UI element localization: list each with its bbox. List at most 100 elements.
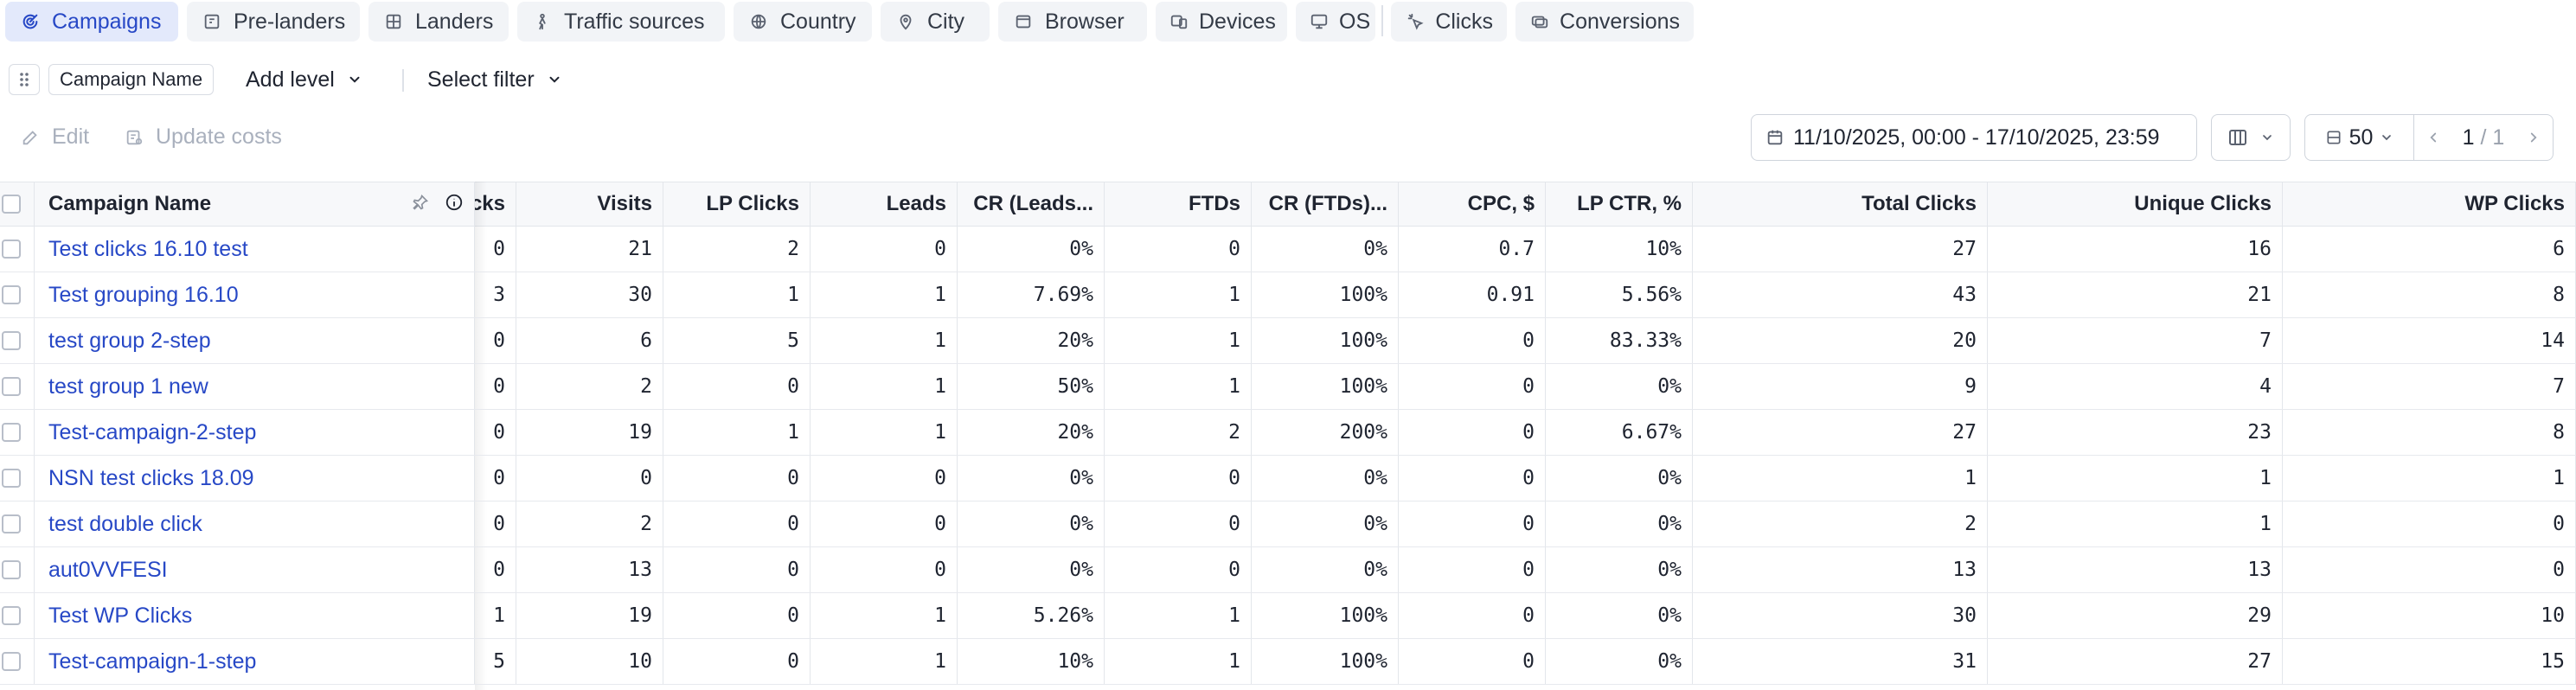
- campaign-name-link[interactable]: Test WP Clicks: [35, 593, 475, 638]
- tab-pre-landers[interactable]: Pre-landers: [187, 2, 360, 42]
- tab-conversions[interactable]: Conversions: [1515, 2, 1694, 42]
- select-all-cell[interactable]: [0, 182, 35, 226]
- campaign-name-link[interactable]: Test clicks 16.10 test: [35, 227, 475, 272]
- column-header-lp-clicks[interactable]: LP Clicks: [663, 182, 811, 226]
- chevron-right-icon[interactable]: [2526, 130, 2541, 145]
- tab-os[interactable]: OS: [1296, 2, 1375, 42]
- row-select-cell[interactable]: [0, 318, 35, 363]
- tab-city[interactable]: City: [881, 2, 990, 42]
- clicks-icon: [1405, 10, 1425, 33]
- column-header-ftds[interactable]: FTDs: [1105, 182, 1252, 226]
- column-header-visits[interactable]: Visits: [516, 182, 663, 226]
- cell-cr-ftds: 0%: [1252, 456, 1399, 501]
- cell-wp-clicks: 8: [2283, 272, 2576, 317]
- row-select-cell[interactable]: [0, 364, 35, 409]
- column-header-leads[interactable]: Leads: [811, 182, 958, 226]
- browser-icon: [1012, 10, 1035, 33]
- tab-country[interactable]: Country: [734, 2, 872, 42]
- row-select-cell[interactable]: [0, 410, 35, 455]
- select-all-checkbox[interactable]: [1, 195, 21, 214]
- tab-landers[interactable]: Landers: [368, 2, 509, 42]
- pin-icon[interactable]: [412, 194, 429, 211]
- column-header-cpc[interactable]: CPC, $: [1399, 182, 1546, 226]
- grouping-bar: Campaign Name Add level Select filter: [0, 57, 2576, 102]
- cell-lp-clicks: 2: [663, 227, 811, 272]
- cell-lp-clicks: 0: [663, 639, 811, 684]
- campaign-name-link[interactable]: aut0VVFESI: [35, 547, 475, 592]
- row-checkbox[interactable]: [1, 469, 21, 488]
- cell-lp-clicks: 0: [663, 456, 811, 501]
- row-select-cell[interactable]: [0, 639, 35, 684]
- pagination: 50 1 / 1: [2304, 114, 2554, 161]
- campaign-name-link[interactable]: test group 2-step: [35, 318, 475, 363]
- cell-cr-ftds: 0%: [1252, 547, 1399, 592]
- add-level-dropdown[interactable]: Add level: [246, 64, 362, 95]
- cell-ftds: 0: [1105, 547, 1252, 592]
- report-tabs: Campaigns Pre-landers Landers Traffic so…: [0, 0, 2576, 45]
- row-select-cell[interactable]: [0, 593, 35, 638]
- globe-icon: [747, 10, 770, 33]
- row-select-cell[interactable]: [0, 502, 35, 546]
- campaign-name-link[interactable]: test group 1 new: [35, 364, 475, 409]
- total-pages: 1: [2492, 125, 2505, 150]
- drag-handle-icon[interactable]: [9, 64, 40, 95]
- campaign-name-link[interactable]: Test-campaign-1-step: [35, 639, 475, 684]
- cell-cks: 0: [475, 364, 516, 409]
- cell-wp-clicks: 14: [2283, 318, 2576, 363]
- row-checkbox[interactable]: [1, 514, 21, 533]
- page-size-select[interactable]: 50: [2305, 115, 2414, 160]
- row-checkbox[interactable]: [1, 240, 21, 259]
- date-range-picker[interactable]: 11/10/2025, 00:00 - 17/10/2025, 23:59: [1751, 114, 2197, 161]
- column-header-cr-leads[interactable]: CR (Leads...: [958, 182, 1105, 226]
- row-select-cell[interactable]: [0, 547, 35, 592]
- row-select-cell[interactable]: [0, 456, 35, 501]
- cell-cr-leads: 7.69%: [958, 272, 1105, 317]
- cell-lp-ctr: 0%: [1546, 502, 1693, 546]
- grouping-level-chip[interactable]: Campaign Name: [48, 64, 215, 95]
- column-header-wp-clicks[interactable]: WP Clicks: [2283, 182, 2576, 226]
- cell-cks: 3: [475, 272, 516, 317]
- tab-traffic-sources[interactable]: Traffic sources: [517, 2, 725, 42]
- column-header-unique-clicks[interactable]: Unique Clicks: [1988, 182, 2283, 226]
- row-checkbox[interactable]: [1, 560, 21, 579]
- row-checkbox[interactable]: [1, 606, 21, 625]
- tab-clicks[interactable]: Clicks: [1391, 2, 1507, 42]
- row-checkbox[interactable]: [1, 652, 21, 671]
- cell-wp-clicks: 0: [2283, 547, 2576, 592]
- cell-cpc: 0: [1399, 502, 1546, 546]
- campaign-name-link[interactable]: Test grouping 16.10: [35, 272, 475, 317]
- row-checkbox[interactable]: [1, 285, 21, 304]
- row-select-cell[interactable]: [0, 272, 35, 317]
- update-costs-button[interactable]: Update costs: [125, 125, 282, 150]
- row-select-cell[interactable]: [0, 227, 35, 272]
- cell-cpc: 0: [1399, 547, 1546, 592]
- column-header-cks[interactable]: cks: [475, 182, 516, 226]
- column-header-cr-ftds[interactable]: CR (FTDs)...: [1252, 182, 1399, 226]
- info-icon[interactable]: [445, 193, 464, 212]
- cell-lp-ctr: 0%: [1546, 593, 1693, 638]
- cell-visits: 19: [516, 410, 663, 455]
- column-header-lp-ctr[interactable]: LP CTR, %: [1546, 182, 1693, 226]
- edit-button[interactable]: Edit: [21, 125, 89, 150]
- columns-settings-button[interactable]: [2211, 114, 2291, 161]
- cell-visits: 19: [516, 593, 663, 638]
- tab-browser[interactable]: Browser: [998, 2, 1147, 42]
- column-header-total-clicks[interactable]: Total Clicks: [1693, 182, 1988, 226]
- tab-campaigns[interactable]: Campaigns: [5, 2, 178, 42]
- tab-devices[interactable]: Devices: [1156, 2, 1287, 42]
- column-header-campaign-name[interactable]: Campaign Name: [35, 182, 475, 226]
- cell-lp-ctr: 0%: [1546, 456, 1693, 501]
- row-checkbox[interactable]: [1, 423, 21, 442]
- campaign-name-link[interactable]: test double click: [35, 502, 475, 546]
- campaign-name-link[interactable]: NSN test clicks 18.09: [35, 456, 475, 501]
- row-checkbox[interactable]: [1, 377, 21, 396]
- cell-total-clicks: 13: [1693, 547, 1988, 592]
- column-header-icons: [412, 193, 464, 212]
- campaign-name-link[interactable]: Test-campaign-2-step: [35, 410, 475, 455]
- table-row: Test clicks 16.10 test 0 21 2 0 0% 0 0% 0.7 10% 27…: [0, 227, 2576, 272]
- row-checkbox[interactable]: [1, 331, 21, 350]
- select-filter-dropdown[interactable]: Select filter: [427, 64, 562, 95]
- tab-label: Clicks: [1435, 9, 1493, 34]
- chevron-left-icon[interactable]: [2425, 130, 2441, 145]
